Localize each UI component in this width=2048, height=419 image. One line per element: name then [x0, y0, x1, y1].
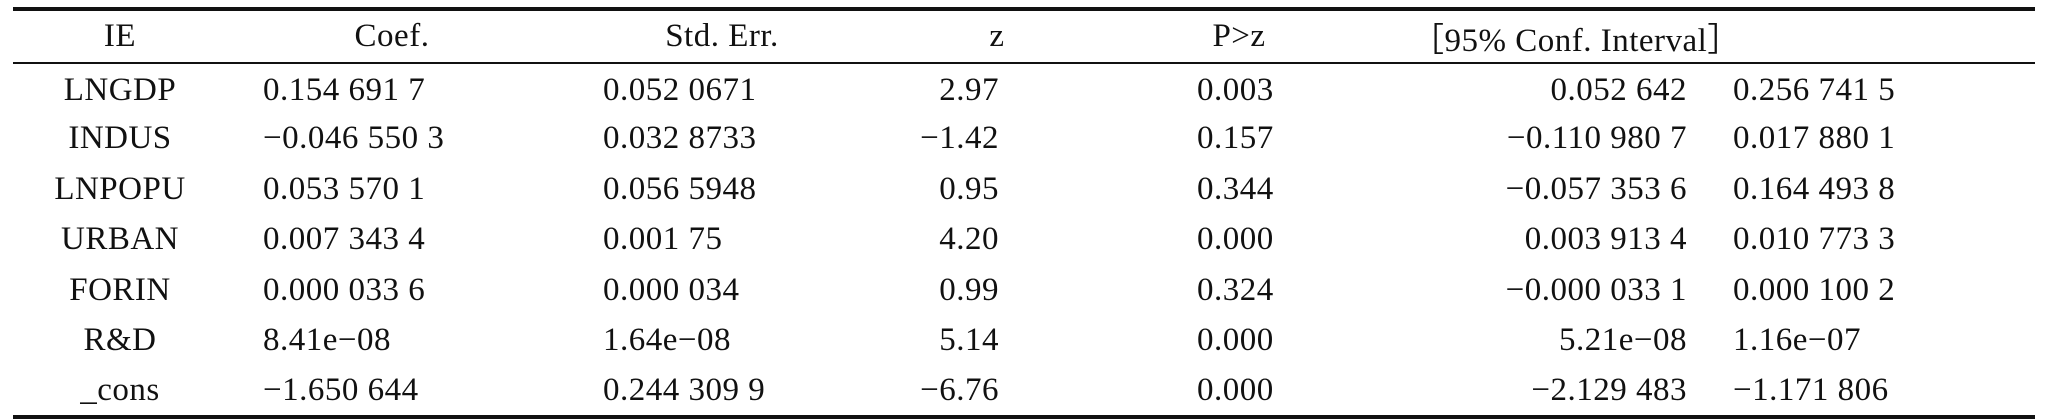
cell-ie: URBAN: [60, 221, 180, 258]
cell-ci-high: 1.16e−07: [1733, 322, 1862, 359]
cell-ci-high: 0.164 493 8: [1733, 170, 1896, 207]
header-std-err: Std. Err.: [665, 18, 779, 54]
regression-table: IE Coef. Std. Err. z P>z ［95% Conf. Inte…: [13, 7, 2036, 419]
cell-coef: −0.046 550 3: [263, 120, 445, 157]
cell-z: 4.20: [939, 221, 999, 258]
cell-coef: 0.000 033 6: [263, 271, 426, 308]
table-row: LNGDP 0.154 691 7 0.052 0671 2.97 0.003 0.052…: [13, 63, 2035, 114]
cell-std-err: 0.001 75: [603, 221, 723, 258]
cell-ci-high: 0.000 100 2: [1733, 271, 1896, 308]
table-body: LNGDP 0.154 691 7 0.052 0671 2.97 0.003 0.052…: [13, 63, 2036, 417]
cell-std-err: 1.64e−08: [603, 322, 732, 359]
table-row: INDUS −0.046 550 3 0.032 8733 −1.42 0.157 −0.…: [13, 114, 2035, 165]
cell-ci-high: −1.171 806: [1733, 371, 1889, 408]
header-coef: Coef.: [354, 18, 430, 54]
cell-p: 0.003: [1197, 72, 1274, 109]
cell-std-err: 0.052 0671: [603, 72, 757, 109]
header-conf-interval: ［95% Conf. Interval］: [1411, 22, 1741, 59]
cell-std-err: 0.244 309 9: [603, 371, 766, 408]
cell-std-err: 0.000 034: [603, 271, 740, 308]
cell-ci-low: 0.003 913 4: [1524, 221, 1687, 258]
cell-ci-low: 0.052 642: [1550, 72, 1687, 109]
cell-z: 2.97: [939, 72, 999, 109]
cell-ci-low: −0.057 353 6: [1505, 170, 1687, 207]
cell-ci-high: 0.256 741 5: [1733, 72, 1896, 109]
cell-ie: _cons: [80, 371, 160, 408]
table-row: LNPOPU 0.053 570 1 0.056 5948 0.95 0.344 −0.0…: [13, 164, 2035, 215]
cell-ci-low: −2.129 483: [1531, 371, 1687, 408]
cell-coef: 0.007 343 4: [263, 221, 426, 258]
header-ie: IE: [103, 18, 137, 54]
cell-ci-low: −0.110 980 7: [1506, 120, 1687, 157]
table-row: FORIN 0.000 033 6 0.000 034 0.99 0.324 −0.000…: [13, 265, 2035, 316]
cell-z: −6.76: [920, 371, 999, 408]
cell-p: 0.324: [1197, 271, 1274, 308]
cell-coef: 0.154 691 7: [263, 72, 426, 109]
cell-z: 0.95: [939, 170, 999, 207]
cell-ie: R&D: [83, 322, 157, 359]
cell-z: −1.42: [920, 120, 999, 157]
cell-p: 0.344: [1197, 170, 1274, 207]
cell-ci-high: 0.017 880 1: [1733, 120, 1896, 157]
cell-coef: 0.053 570 1: [263, 170, 426, 207]
cell-ie: LNGDP: [63, 72, 177, 109]
cell-std-err: 0.032 8733: [603, 120, 757, 157]
header-row: IE Coef. Std. Err. z P>z ［95% Conf. Inte…: [13, 9, 2036, 63]
cell-ie: FORIN: [69, 271, 171, 308]
table-row: _cons −1.650 644 0.244 309 9 −6.76 0.000 −2.1…: [13, 366, 2036, 417]
regression-table-container: IE Coef. Std. Err. z P>z ［95% Conf. Inte…: [13, 7, 2036, 419]
cell-z: 5.14: [939, 322, 999, 359]
header-z: z: [989, 18, 1005, 54]
cell-coef: −1.650 644: [263, 371, 419, 408]
table-row: R&D 8.41e−08 1.64e−08 5.14 0.000 5.21e−08 1.16…: [13, 316, 2035, 367]
cell-p: 0.000: [1197, 322, 1274, 359]
table-row: URBAN 0.007 343 4 0.001 75 4.20 0.000 0.003 9…: [13, 215, 2035, 266]
cell-ie: LNPOPU: [54, 170, 186, 207]
cell-coef: 8.41e−08: [263, 322, 392, 359]
cell-ci-low: −0.000 033 1: [1505, 271, 1687, 308]
cell-std-err: 0.056 5948: [603, 170, 757, 207]
cell-ci-low: 5.21e−08: [1558, 322, 1687, 359]
cell-p: 0.000: [1197, 221, 1274, 258]
cell-z: 0.99: [939, 271, 999, 308]
header-p: P>z: [1212, 18, 1266, 54]
cell-p: 0.000: [1197, 371, 1274, 408]
cell-ci-high: 0.010 773 3: [1733, 221, 1896, 258]
cell-p: 0.157: [1197, 120, 1274, 157]
cell-ie: INDUS: [68, 120, 172, 157]
